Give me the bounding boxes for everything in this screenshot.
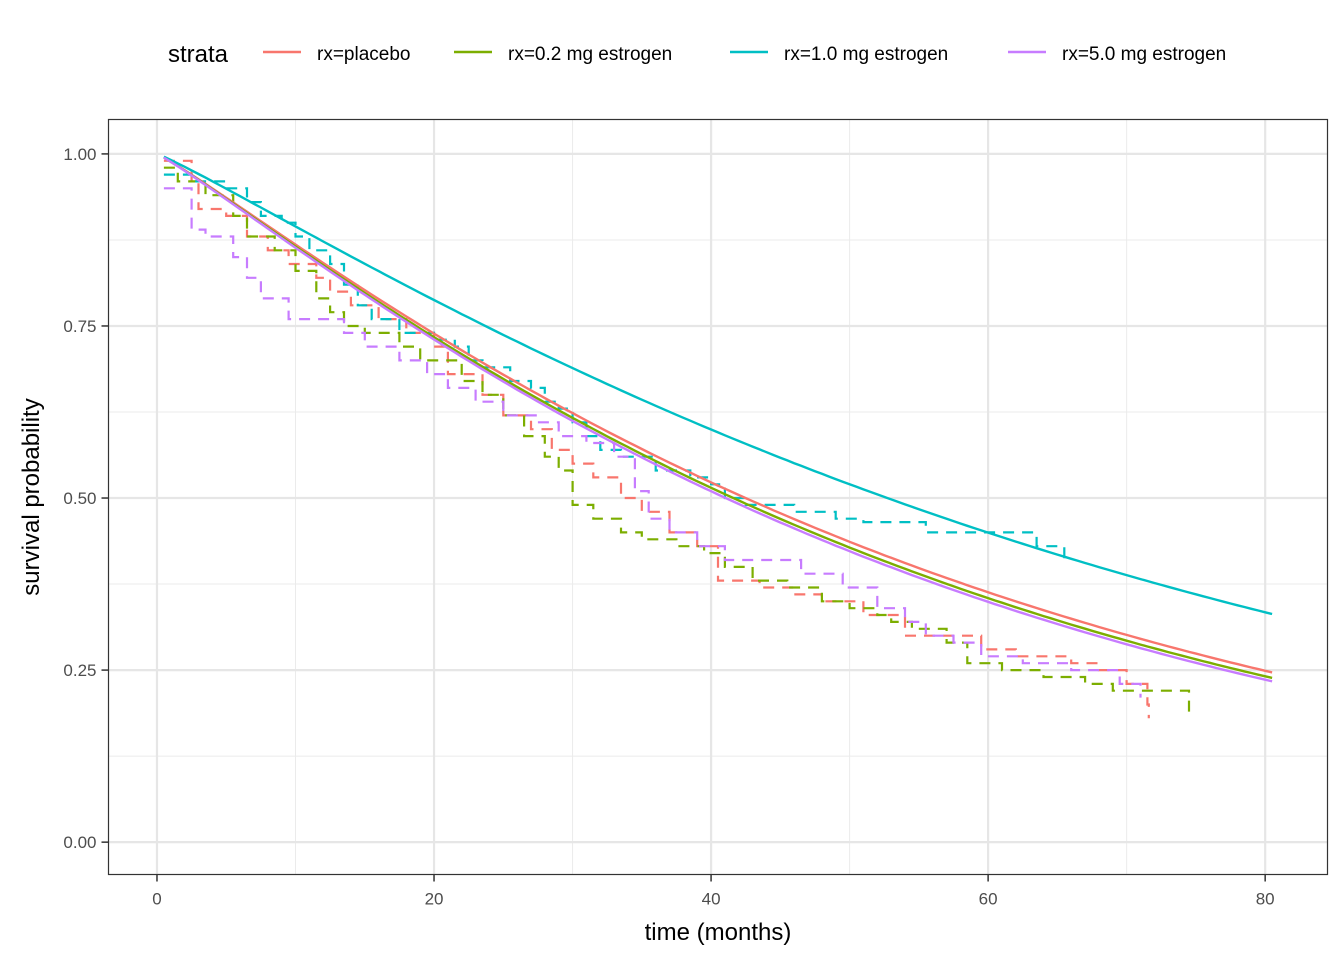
x-tick-label: 40 bbox=[702, 890, 721, 909]
x-tick-label: 60 bbox=[979, 890, 998, 909]
y-tick-label: 0.25 bbox=[63, 661, 96, 680]
series-layer bbox=[163, 155, 1273, 719]
x-tick-label: 80 bbox=[1256, 890, 1275, 909]
x-tick-label: 0 bbox=[152, 890, 161, 909]
fitted-curve-placebo bbox=[163, 156, 1273, 674]
x-tick-label: 20 bbox=[425, 890, 444, 909]
legend-label-0-2mg: rx=0.2 mg estrogen bbox=[508, 44, 672, 65]
fitted-curve-1-0mg bbox=[163, 155, 1273, 616]
legend: strata rx=placebo rx=0.2 mg estrogen rx=… bbox=[168, 41, 1226, 68]
legend-label-5-0mg: rx=5.0 mg estrogen bbox=[1062, 44, 1226, 65]
legend-entry-placebo: rx=placebo bbox=[263, 44, 410, 65]
km-step-curve-1-0mg bbox=[163, 173, 1066, 560]
y-tick-label: 0.50 bbox=[63, 489, 96, 508]
y-tick-label: 0.75 bbox=[63, 317, 96, 336]
legend-label-1-0mg: rx=1.0 mg estrogen bbox=[784, 44, 948, 65]
legend-label-placebo: rx=placebo bbox=[317, 44, 410, 65]
fitted-curve-0-2mg bbox=[163, 156, 1273, 680]
legend-entry-1-0mg: rx=1.0 mg estrogen bbox=[730, 44, 948, 65]
y-tick-label: 1.00 bbox=[63, 145, 96, 164]
legend-title: strata bbox=[168, 41, 229, 68]
y-axis-title: survival probability bbox=[18, 398, 45, 595]
km-step-curve-0-2mg bbox=[163, 166, 1191, 719]
y-tick-label: 0.00 bbox=[63, 833, 96, 852]
legend-entry-5-0mg: rx=5.0 mg estrogen bbox=[1008, 44, 1226, 65]
x-axis-title: time (months) bbox=[645, 919, 792, 946]
plot-panel-border bbox=[107, 118, 1329, 876]
axes: 0 20 40 60 80 0.00 0.25 0.50 0.75 1.00 bbox=[63, 145, 1274, 909]
fitted-curve-5-0mg bbox=[163, 156, 1273, 683]
legend-entry-0-2mg: rx=0.2 mg estrogen bbox=[454, 44, 672, 65]
